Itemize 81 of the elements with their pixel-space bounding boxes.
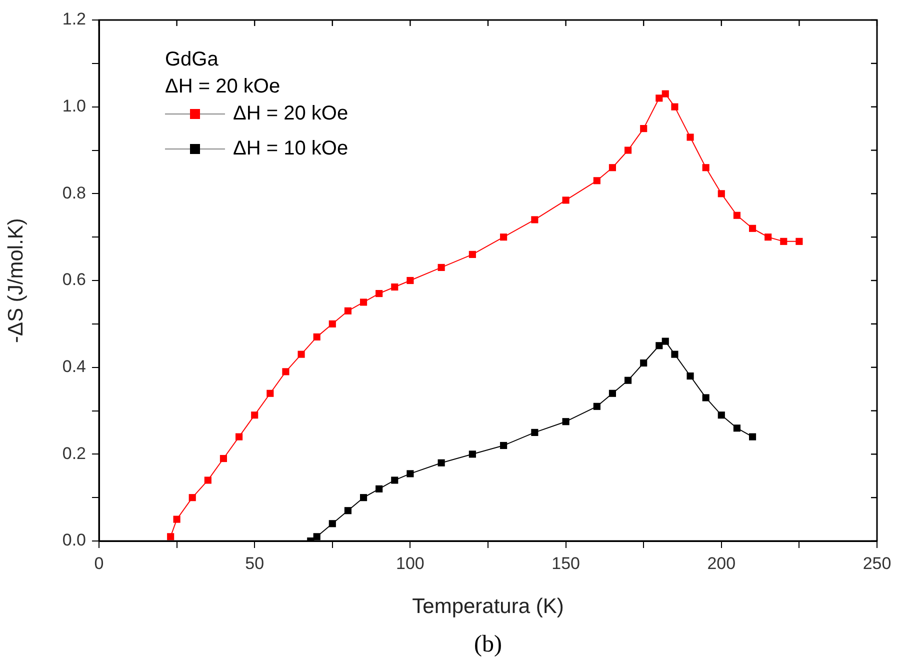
point xyxy=(656,342,663,350)
point xyxy=(313,533,320,540)
point xyxy=(328,520,336,528)
point xyxy=(328,320,336,328)
annotation: ΔH = 20 kOe xyxy=(165,76,280,98)
point xyxy=(624,146,632,154)
point xyxy=(640,125,648,132)
y-tick-label: 0.6 xyxy=(62,270,86,290)
point xyxy=(662,338,669,345)
point xyxy=(562,196,570,204)
point xyxy=(718,412,725,419)
point xyxy=(640,359,648,367)
point xyxy=(764,234,772,241)
point xyxy=(624,376,632,384)
point xyxy=(500,234,508,241)
point xyxy=(593,402,600,410)
point xyxy=(686,134,694,141)
point xyxy=(344,507,352,514)
point xyxy=(468,250,476,258)
x-tick-label: 50 xyxy=(245,554,264,573)
point xyxy=(608,390,616,397)
point xyxy=(344,307,352,314)
point xyxy=(748,433,756,440)
point xyxy=(406,470,414,478)
point xyxy=(531,216,538,224)
point xyxy=(531,428,538,436)
point xyxy=(313,333,320,340)
point xyxy=(468,450,476,458)
point xyxy=(702,164,710,172)
point xyxy=(438,459,445,466)
point xyxy=(671,103,678,110)
point xyxy=(562,418,570,426)
point xyxy=(608,164,616,172)
point xyxy=(204,476,212,484)
point xyxy=(376,485,383,492)
x-tick-label: 100 xyxy=(396,554,424,573)
point xyxy=(188,494,196,502)
x-axis-title: Temperatura (K) xyxy=(412,595,564,618)
point xyxy=(298,350,305,358)
point xyxy=(220,454,228,462)
point xyxy=(266,390,274,397)
point xyxy=(282,368,290,376)
point xyxy=(376,290,383,298)
point xyxy=(173,516,180,523)
point xyxy=(438,264,445,272)
y-axis-title: -ΔS (J/mol.K) xyxy=(4,218,28,343)
y-tick-label: 0.8 xyxy=(62,183,86,202)
point xyxy=(391,283,398,291)
point xyxy=(780,238,788,245)
point xyxy=(251,412,258,419)
y-tick-label: 0.2 xyxy=(62,444,86,463)
point xyxy=(593,177,600,184)
point xyxy=(796,238,803,245)
x-tick-label: 250 xyxy=(862,554,892,573)
point xyxy=(360,494,368,502)
point xyxy=(236,433,243,440)
point xyxy=(656,94,663,102)
x-tick-label: 200 xyxy=(707,554,736,573)
point xyxy=(733,212,740,219)
point xyxy=(686,372,694,380)
point xyxy=(500,442,508,450)
point xyxy=(391,476,398,484)
annotation: GdGa xyxy=(165,48,220,71)
point xyxy=(167,533,174,540)
point xyxy=(748,224,756,232)
point xyxy=(662,90,669,98)
y-tick-label: 0.4 xyxy=(62,357,86,376)
x-tick-label: 0 xyxy=(94,554,104,573)
point xyxy=(671,350,678,358)
legend-label: ΔH = 10 kOe xyxy=(233,138,348,160)
legend-label: ΔH = 20 kOe xyxy=(233,102,348,125)
point xyxy=(718,190,725,198)
point xyxy=(702,394,710,402)
x-tick-label: 150 xyxy=(552,554,580,573)
point xyxy=(733,424,740,432)
point xyxy=(406,276,414,284)
y-tick-label: 1.0 xyxy=(62,96,86,116)
point xyxy=(360,298,368,306)
text: (b) xyxy=(474,631,502,658)
y-tick-label: 0.0 xyxy=(62,530,86,550)
y-tick-label: 1.2 xyxy=(62,10,86,29)
